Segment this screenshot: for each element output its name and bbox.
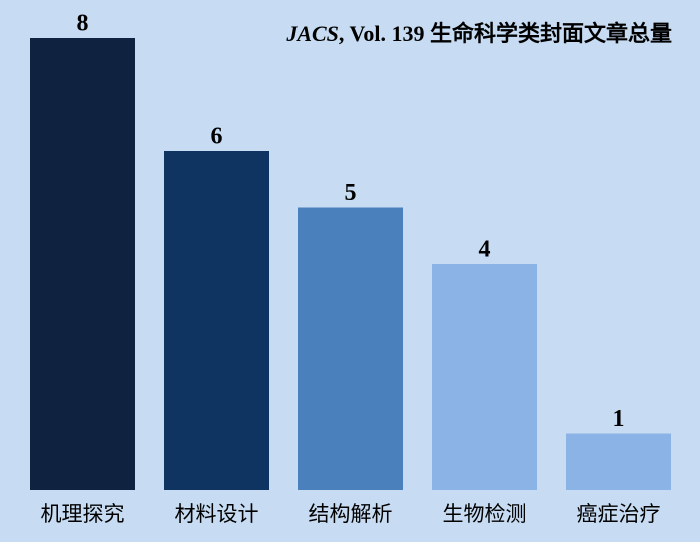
value-label: 6 — [211, 124, 223, 150]
value-label: 4 — [479, 237, 491, 263]
title-rest: , Vol. 139 生命科学类封面文章总量 — [339, 21, 672, 46]
bar — [432, 264, 537, 490]
chart-title: JACS, Vol. 139 生命科学类封面文章总量 — [285, 21, 672, 46]
bar — [30, 38, 135, 490]
x-tick-label: 结构解析 — [309, 502, 393, 526]
bar — [298, 207, 403, 490]
value-label: 5 — [345, 180, 357, 206]
bar — [164, 151, 269, 490]
x-tick-label: 生物检测 — [443, 502, 527, 526]
value-label: 8 — [77, 11, 89, 37]
x-tick-label: 癌症治疗 — [577, 502, 661, 526]
x-tick-label: 材料设计 — [175, 502, 259, 526]
value-label: 1 — [613, 406, 625, 432]
title-journal: JACS — [285, 21, 339, 46]
x-tick-label: 机理探究 — [41, 502, 125, 526]
bar — [566, 433, 671, 490]
